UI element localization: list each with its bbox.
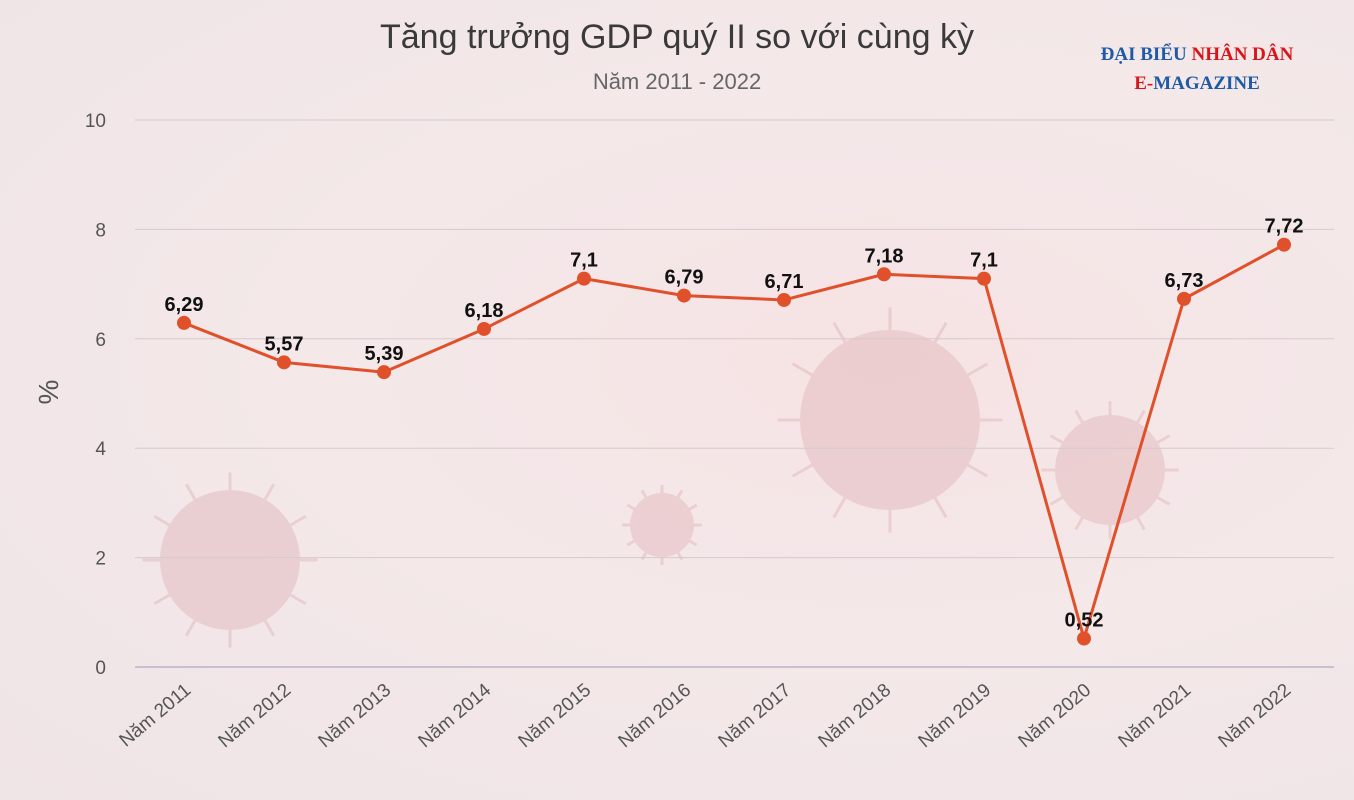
virus-spike: [1074, 409, 1084, 424]
x-tick-label: Năm 2015: [515, 680, 596, 752]
x-axis-ticks: Năm 2011 Năm 2012 Năm 2013 Năm 2014 Năm 2015…: [116, 679, 1296, 752]
virus-spike: [640, 489, 648, 499]
virus-spike: [676, 551, 684, 561]
virus-spike: [1049, 434, 1064, 444]
y-tick-label: 4: [95, 439, 106, 460]
virus-spike: [153, 593, 171, 606]
virus-spike: [688, 503, 698, 511]
data-point: [277, 355, 291, 370]
data-point: [1077, 631, 1091, 646]
virus-spike: [832, 497, 847, 519]
virus-spike: [967, 463, 989, 478]
data-label: 6,29: [165, 294, 204, 316]
virus-spike: [676, 489, 684, 499]
data-point: [777, 292, 791, 307]
virus-spike: [289, 514, 307, 527]
x-tick-label: Năm 2013: [315, 680, 396, 752]
virus-spike: [263, 483, 276, 501]
logo-line-1: ĐẠI BIỂU NHÂN DÂN: [1086, 40, 1308, 69]
data-point: [977, 271, 991, 286]
data-point: [877, 267, 891, 282]
gridlines: [135, 119, 1334, 668]
x-tick-label: Năm 2022: [1215, 680, 1296, 752]
data-point: [377, 365, 391, 380]
data-point: [1277, 237, 1291, 252]
x-tick-label: Năm 2017: [715, 680, 796, 752]
y-tick-label: 10: [85, 111, 106, 132]
logo-line-2: E-MAGAZINE: [1086, 69, 1308, 98]
data-point: [677, 288, 691, 303]
y-axis-label: %: [33, 380, 64, 405]
virus-spike: [289, 593, 307, 606]
data-label: 7,1: [570, 250, 598, 272]
virus-spike: [1074, 516, 1084, 531]
virus-spike: [263, 619, 276, 637]
data-label: 6,71: [765, 271, 804, 293]
virus-spike: [153, 514, 171, 527]
x-tick-label: Năm 2019: [915, 680, 996, 752]
logo-text-e: E-: [1134, 73, 1154, 94]
background-virus-decoration: [142, 307, 1179, 648]
data-labels: 6,29 5,57 5,39 6,18 7,1 6,79 6,71 7,18 7,1 0,52 6,…: [165, 216, 1304, 632]
data-point: [577, 271, 591, 286]
y-tick-label: 6: [95, 330, 106, 351]
virus-spike: [688, 539, 698, 547]
chart-subtitle: Năm 2011 - 2022: [593, 69, 761, 94]
publisher-logo: ĐẠI BIỂU NHÂN DÂN E-MAGAZINE: [1086, 40, 1308, 98]
data-label: 6,18: [465, 300, 504, 322]
y-tick-label: 8: [95, 220, 106, 241]
virus-spike: [640, 551, 648, 561]
data-label: 5,57: [265, 333, 304, 355]
data-label: 0,52: [1065, 610, 1104, 632]
virus-spike: [626, 539, 636, 547]
y-tick-label: 0: [95, 658, 106, 679]
data-point: [1177, 291, 1191, 306]
data-label: 6,79: [665, 267, 704, 289]
logo-text-nhan-dan: NHÂN DÂN: [1191, 44, 1294, 65]
y-tick-label: 2: [95, 549, 106, 570]
logo-text-magazine: MAGAZINE: [1153, 73, 1260, 94]
data-label: 7,18: [865, 245, 904, 267]
virus-spike: [791, 463, 813, 478]
series-gdp-growth: [177, 237, 1291, 646]
data-point: [477, 321, 491, 336]
y-axis-ticks: 0 2 4 6 8 10: [85, 111, 107, 679]
virus-spike: [184, 619, 197, 637]
virus-spike: [1136, 516, 1146, 531]
virus-spike: [933, 497, 948, 519]
chart-title: Tăng trưởng GDP quý II so với cùng kỳ: [380, 18, 974, 56]
virus-spike: [184, 483, 197, 501]
virus-spike: [791, 362, 813, 377]
data-label: 5,39: [365, 343, 404, 365]
data-label: 7,72: [1265, 216, 1304, 238]
x-tick-label: Năm 2011: [116, 680, 196, 752]
virus-spike: [967, 362, 989, 377]
data-label: 7,1: [970, 250, 998, 272]
virus-spike: [626, 503, 636, 511]
x-tick-label: Năm 2020: [1015, 680, 1096, 752]
series-line: [183, 243, 1285, 641]
x-tick-label: Năm 2014: [415, 679, 496, 752]
x-tick-label: Năm 2021: [1115, 680, 1196, 752]
virus-spike: [1156, 496, 1171, 506]
virus-spike: [1156, 434, 1171, 444]
logo-text-dai-bieu: ĐẠI BIỂU: [1100, 44, 1187, 65]
x-tick-label: Năm 2016: [615, 680, 696, 752]
x-tick-label: Năm 2012: [215, 680, 296, 752]
data-point: [177, 315, 191, 330]
virus-spike: [1136, 409, 1146, 424]
data-label: 6,73: [1165, 270, 1204, 292]
x-tick-label: Năm 2018: [815, 680, 896, 752]
virus-spike: [1049, 496, 1064, 506]
